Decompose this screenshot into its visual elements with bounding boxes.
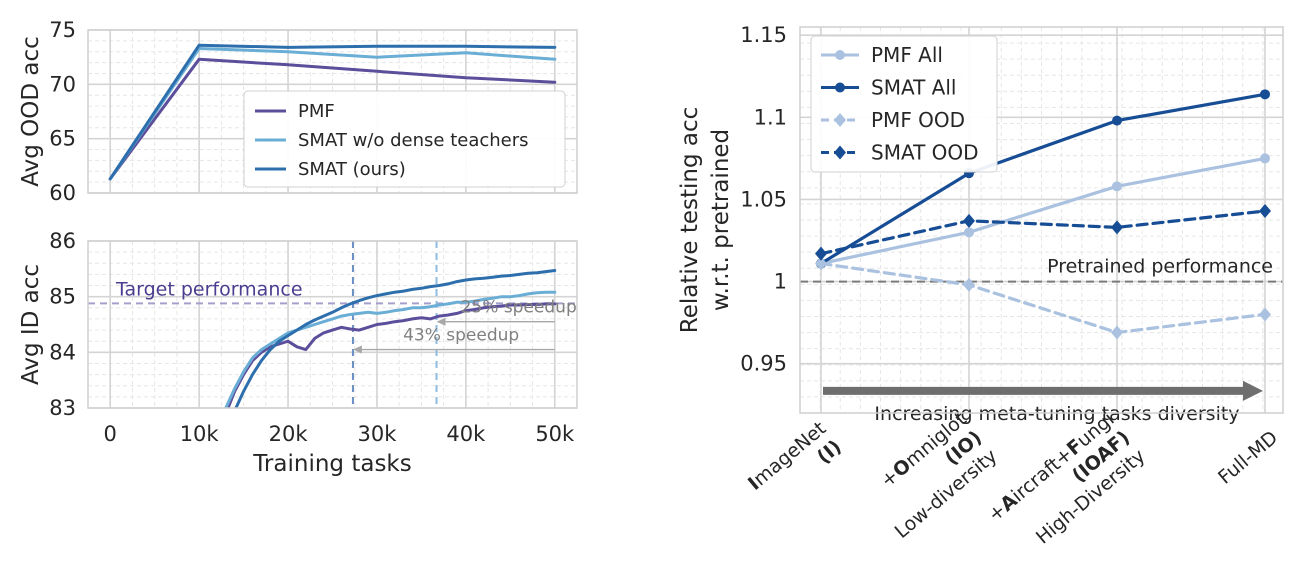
legend-box	[243, 90, 566, 188]
y-tick-label: 75	[49, 18, 76, 42]
series-line-smat-w-o-dense-teachers	[224, 290, 557, 408]
legend: PMF All SMAT All PMF OOD SMAT OOD	[810, 35, 998, 173]
series-line-smat-ours	[234, 269, 557, 408]
legend-marker	[834, 145, 846, 160]
y-tick-labels: 60 65 70 75	[49, 18, 76, 205]
legend-label: SMAT All	[871, 76, 956, 100]
speedup-label: 43% speedup	[403, 326, 519, 346]
y-tick-label: 60	[49, 181, 76, 205]
x-tick-label: Full-MD	[1214, 427, 1282, 489]
plot-area	[88, 241, 577, 408]
speedup-label: 25% speedup	[461, 298, 577, 318]
x-tick-label: 20k	[269, 422, 309, 446]
plot-frame	[87, 29, 578, 194]
annotations: 25% speedup 43% speedup	[352, 298, 577, 354]
pretrained-performance-label: Pretrained performance	[1047, 256, 1273, 278]
x-tick-label: 0	[104, 422, 117, 446]
legend-marker	[834, 113, 846, 127]
x-tick-label: ImageNet(I)	[744, 417, 846, 494]
series-lines	[108, 43, 557, 181]
x-tick-label-line: Full-MD	[1214, 427, 1282, 489]
y-tick-labels: 83 84 85 86	[49, 229, 76, 420]
legend-label: SMAT OOD	[871, 141, 979, 165]
y-tick-label: 1.05	[740, 187, 787, 211]
x-axis-label: Training tasks	[252, 451, 411, 477]
series-lines	[815, 89, 1271, 340]
target-performance-label: Target performance	[115, 278, 303, 300]
x-tick-label-segment: ircraft+	[1007, 443, 1077, 506]
legend-label: SMAT (ours)	[298, 159, 406, 180]
plot-frame	[87, 240, 578, 409]
y-tick-label: 70	[49, 72, 76, 96]
reference-lines: Pretrained performance	[800, 256, 1283, 283]
ood-accuracy-panel: 60 65 70 75 Avg OOD acc PMF SMAT w/o dense t…	[18, 18, 578, 205]
y-tick-label: 85	[49, 285, 76, 309]
y-axis-label-line: w.r.t. pretrained	[708, 129, 734, 311]
data-point	[963, 277, 975, 292]
data-point	[1260, 89, 1270, 100]
y-axis-label: Avg OOD acc	[18, 36, 44, 187]
y-tick-label: 1.15	[740, 23, 787, 47]
y-tick-label: 65	[49, 127, 76, 151]
diversity-arrow-label: Increasing meta-tuning tasks diversity	[874, 403, 1239, 425]
reference-lines: Target performance	[88, 241, 577, 408]
data-point	[815, 256, 827, 271]
x-tick-labels: ImageNet(I) +Omniglot(IO)Low-diversity+Ai…	[744, 408, 1282, 548]
y-axis-label: Avg ID acc	[18, 264, 44, 385]
speedup-arrowhead	[352, 345, 362, 354]
y-tick-label: 0.95	[740, 352, 787, 376]
legend-label: PMF All	[871, 43, 943, 67]
x-tick-label: +Aircraft+Fungi(IOAF)High-Diversity	[984, 408, 1150, 548]
x-tick-label: 30k	[358, 422, 398, 446]
data-point	[1259, 203, 1271, 218]
legend-box	[810, 35, 998, 173]
y-axis-label-line: Relative testing acc	[677, 107, 703, 334]
relative-accuracy-panel: Pretrained performance Increasing meta-t…	[677, 23, 1284, 549]
y-tick-label: 83	[49, 396, 76, 420]
x-tick-label: +Omniglot(IO)Low-diversity	[877, 408, 1002, 543]
x-tick-label: 40k	[446, 422, 486, 446]
y-tick-label: 1	[774, 270, 787, 294]
data-point	[1259, 307, 1271, 322]
y-tick-labels: 0.95 1 1.05 1.1 1.15	[740, 23, 787, 376]
y-axis-label: Relative testing acc w.r.t. pretrained	[677, 107, 734, 334]
data-point	[963, 213, 975, 228]
legend-marker	[835, 82, 845, 93]
series-line-smat-ood	[819, 209, 1267, 256]
x-tick-labels: 0 10k 20k 30k 40k 50k	[104, 422, 576, 446]
series-line-smat-all	[819, 92, 1267, 266]
series-line-smat-ours	[108, 43, 557, 181]
plot-frame	[799, 26, 1284, 414]
legend-marker	[835, 50, 845, 60]
series-lines	[224, 269, 557, 408]
legend: PMF SMAT w/o dense teachers SMAT (ours)	[243, 90, 566, 188]
data-point	[1111, 220, 1123, 235]
diversity-arrow: Increasing meta-tuning tasks diversity	[823, 380, 1263, 425]
data-point	[964, 227, 974, 238]
id-accuracy-panel: Target performance 25% speedup 43% speedu…	[18, 229, 578, 477]
y-tick-label: 1.1	[754, 105, 787, 129]
diversity-arrowhead	[1243, 380, 1263, 401]
legend-label: PMF OOD	[871, 108, 965, 132]
x-tick-label: 10k	[180, 422, 220, 446]
series-line-pmf	[226, 302, 557, 408]
data-point	[815, 246, 827, 261]
speedup-arrowhead	[436, 317, 446, 326]
series-line-smat-w-o-dense-teachers	[108, 47, 557, 181]
y-tick-label: 84	[49, 340, 76, 364]
data-point	[1112, 181, 1122, 192]
series-line-pmf	[108, 57, 557, 181]
y-tick-label: 86	[49, 229, 76, 253]
legend-label: SMAT w/o dense teachers	[298, 130, 529, 151]
series-line-pmf-ood	[819, 261, 1267, 335]
series-line-pmf-all	[819, 156, 1267, 266]
data-point	[1111, 325, 1123, 340]
data-point	[1260, 153, 1270, 164]
legend-label: PMF	[298, 101, 335, 122]
data-point	[1112, 115, 1122, 126]
x-tick-label: 50k	[535, 422, 575, 446]
